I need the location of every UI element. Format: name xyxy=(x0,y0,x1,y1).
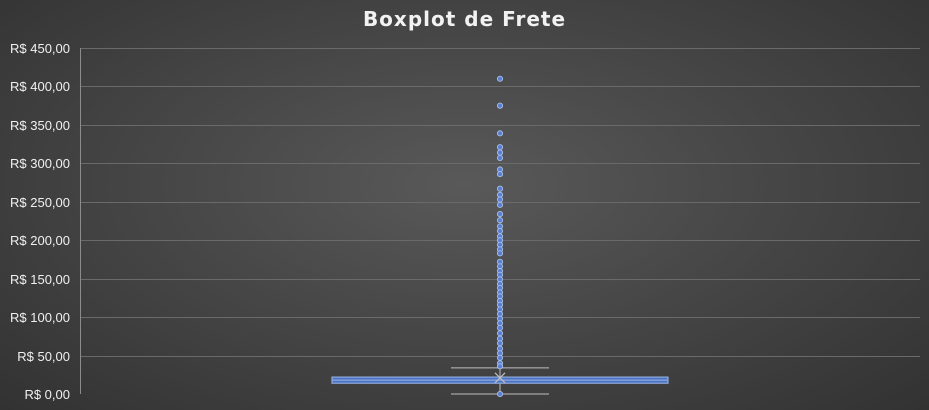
outlier-point xyxy=(496,130,504,137)
outlier-point xyxy=(496,217,504,224)
y-tick-label: R$ 50,00 xyxy=(17,349,70,364)
y-tick-label: R$ 200,00 xyxy=(10,233,70,248)
outlier-point xyxy=(496,340,504,347)
y-axis: R$ 0,00 R$ 50,00 R$ 100,00 R$ 150,00 R$ 200,… xyxy=(10,41,81,402)
y-tick-label: R$ 100,00 xyxy=(10,310,70,325)
y-tick-label: R$ 300,00 xyxy=(10,156,70,171)
outlier-point xyxy=(496,330,504,337)
y-tick-label: R$ 350,00 xyxy=(10,118,70,133)
outlier-point xyxy=(496,363,504,370)
y-tick-label: R$ 0,00 xyxy=(24,387,70,402)
outlier-point xyxy=(496,250,504,257)
outlier-point xyxy=(496,201,504,208)
y-tick-label: R$ 250,00 xyxy=(10,195,70,210)
outlier-point xyxy=(496,227,504,235)
outlier-point xyxy=(496,185,504,192)
outlier-point xyxy=(496,324,504,331)
outlier-point xyxy=(496,171,504,178)
outlier-point xyxy=(496,154,504,162)
y-tick-label: R$ 450,00 xyxy=(10,41,70,56)
y-tick-label: R$ 150,00 xyxy=(10,272,70,287)
mean-marker xyxy=(494,372,506,384)
boxplot-series xyxy=(331,367,669,395)
chart-title: Boxplot de Frete xyxy=(362,7,567,31)
outlier-point xyxy=(496,354,504,361)
outlier-point xyxy=(496,75,504,82)
outlier-points xyxy=(496,75,504,398)
outlier-point xyxy=(496,196,504,203)
min-point xyxy=(496,390,504,398)
outlier-point xyxy=(496,144,504,151)
outlier-point xyxy=(496,149,504,156)
y-tick-label: R$ 400,00 xyxy=(10,79,70,94)
outlier-point xyxy=(496,102,504,109)
outlier-point xyxy=(496,211,504,218)
